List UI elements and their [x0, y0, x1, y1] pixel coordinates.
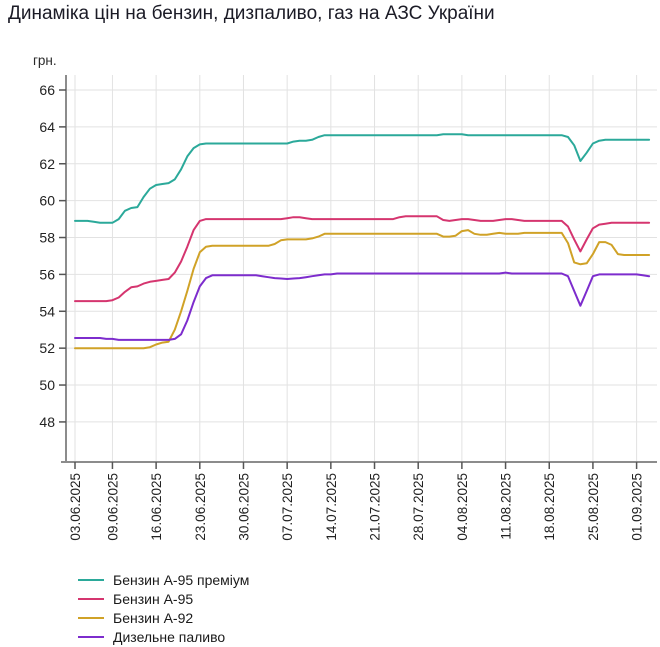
legend-item-1: Бензин А-95: [78, 589, 249, 608]
series-line-0: [74, 133, 651, 224]
price-chart: 48 50 52 54 56 58 60 62 64 66 03.06.2025 09.06.2025…: [0, 30, 660, 570]
x-tick-label: 04.08.2025: [455, 473, 470, 541]
x-tick-label: 21.07.2025: [368, 473, 383, 541]
y-tick-label: 62: [39, 156, 55, 172]
x-tick-label: 09.06.2025: [105, 473, 120, 541]
x-tick-label: 01.09.2025: [630, 473, 645, 541]
y-axis-unit-label: грн.: [33, 53, 57, 68]
x-tick-label: 28.07.2025: [411, 473, 426, 541]
x-tick-label: 23.06.2025: [193, 473, 208, 541]
x-tick-label: 18.08.2025: [542, 473, 557, 541]
y-tick-label: 48: [39, 414, 55, 430]
legend-swatch: [78, 597, 104, 600]
legend-swatch: [78, 578, 104, 581]
series-line-2: [74, 229, 651, 350]
legend-item-0: Бензин А-95 преміум: [78, 570, 249, 589]
series-line-3: [74, 271, 651, 341]
y-tick-label: 64: [39, 119, 55, 135]
y-tick-label: 56: [39, 266, 55, 282]
x-tick-label: 07.07.2025: [280, 473, 295, 541]
legend-item-3: Дизельне паливо: [78, 627, 249, 646]
legend-label: Дизельне паливо: [113, 628, 226, 645]
chart-title: Динаміка цін на бензин, дизпаливо, газ н…: [8, 3, 495, 24]
legend-label: Бензин А-92: [113, 609, 194, 626]
x-tick-label: 14.07.2025: [324, 473, 339, 541]
chart-legend: Бензин А-95 преміум Бензин А-95 Бензин А-9…: [78, 570, 249, 646]
x-tick-label: 25.08.2025: [586, 473, 601, 541]
x-tick-label: 03.06.2025: [68, 473, 83, 541]
y-tick-label: 52: [39, 340, 55, 356]
legend-swatch: [78, 635, 104, 638]
y-tick-label: 66: [39, 82, 55, 98]
y-tick-label: 54: [39, 303, 55, 319]
x-tick-label: 30.06.2025: [236, 473, 251, 541]
legend-item-2: Бензин А-92: [78, 608, 249, 627]
x-tick-label: 16.06.2025: [149, 473, 164, 541]
y-tick-label: 60: [39, 193, 55, 209]
x-tick-label: 11.08.2025: [499, 473, 514, 540]
price-chart-canvas: 48 50 52 54 56 58 60 62 64 66 03.06.2025 09.06.2025…: [39, 75, 657, 541]
series-line-1: [74, 215, 651, 303]
legend-label: Бензин А-95: [113, 590, 194, 607]
legend-label: Бензин А-95 преміум: [113, 571, 250, 588]
y-tick-label: 50: [39, 377, 55, 393]
y-tick-label: 58: [39, 230, 55, 246]
legend-swatch: [78, 616, 104, 619]
